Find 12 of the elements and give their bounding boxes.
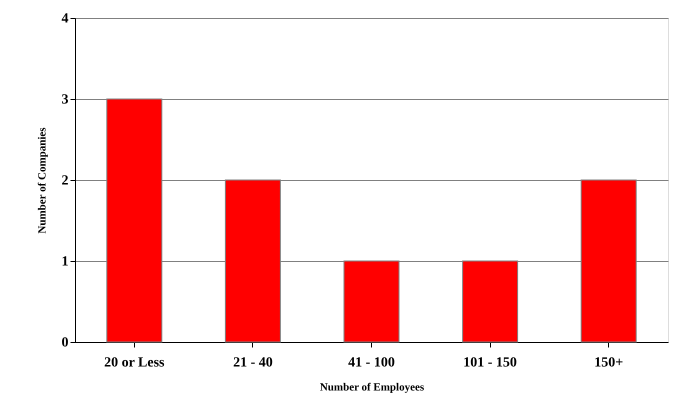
y-tick-label: 2 (62, 174, 68, 188)
y-tick-label: 4 (62, 12, 68, 26)
x-tick-label: 101 - 150 (463, 356, 517, 370)
y-tick-label: 1 (62, 254, 68, 270)
y-axis-title: Number of Companies (36, 126, 48, 234)
x-tick-label: 21 - 40 (233, 356, 273, 370)
x-tick-label: 41 - 100 (348, 356, 395, 370)
x-axis-title: Number of Employees (320, 382, 425, 394)
x-tick-label: 150+ (594, 356, 624, 370)
y-tick-label: 3 (62, 92, 68, 108)
x-tick-label: 20 or Less (104, 356, 166, 370)
y-tick-label: 0 (62, 336, 68, 350)
